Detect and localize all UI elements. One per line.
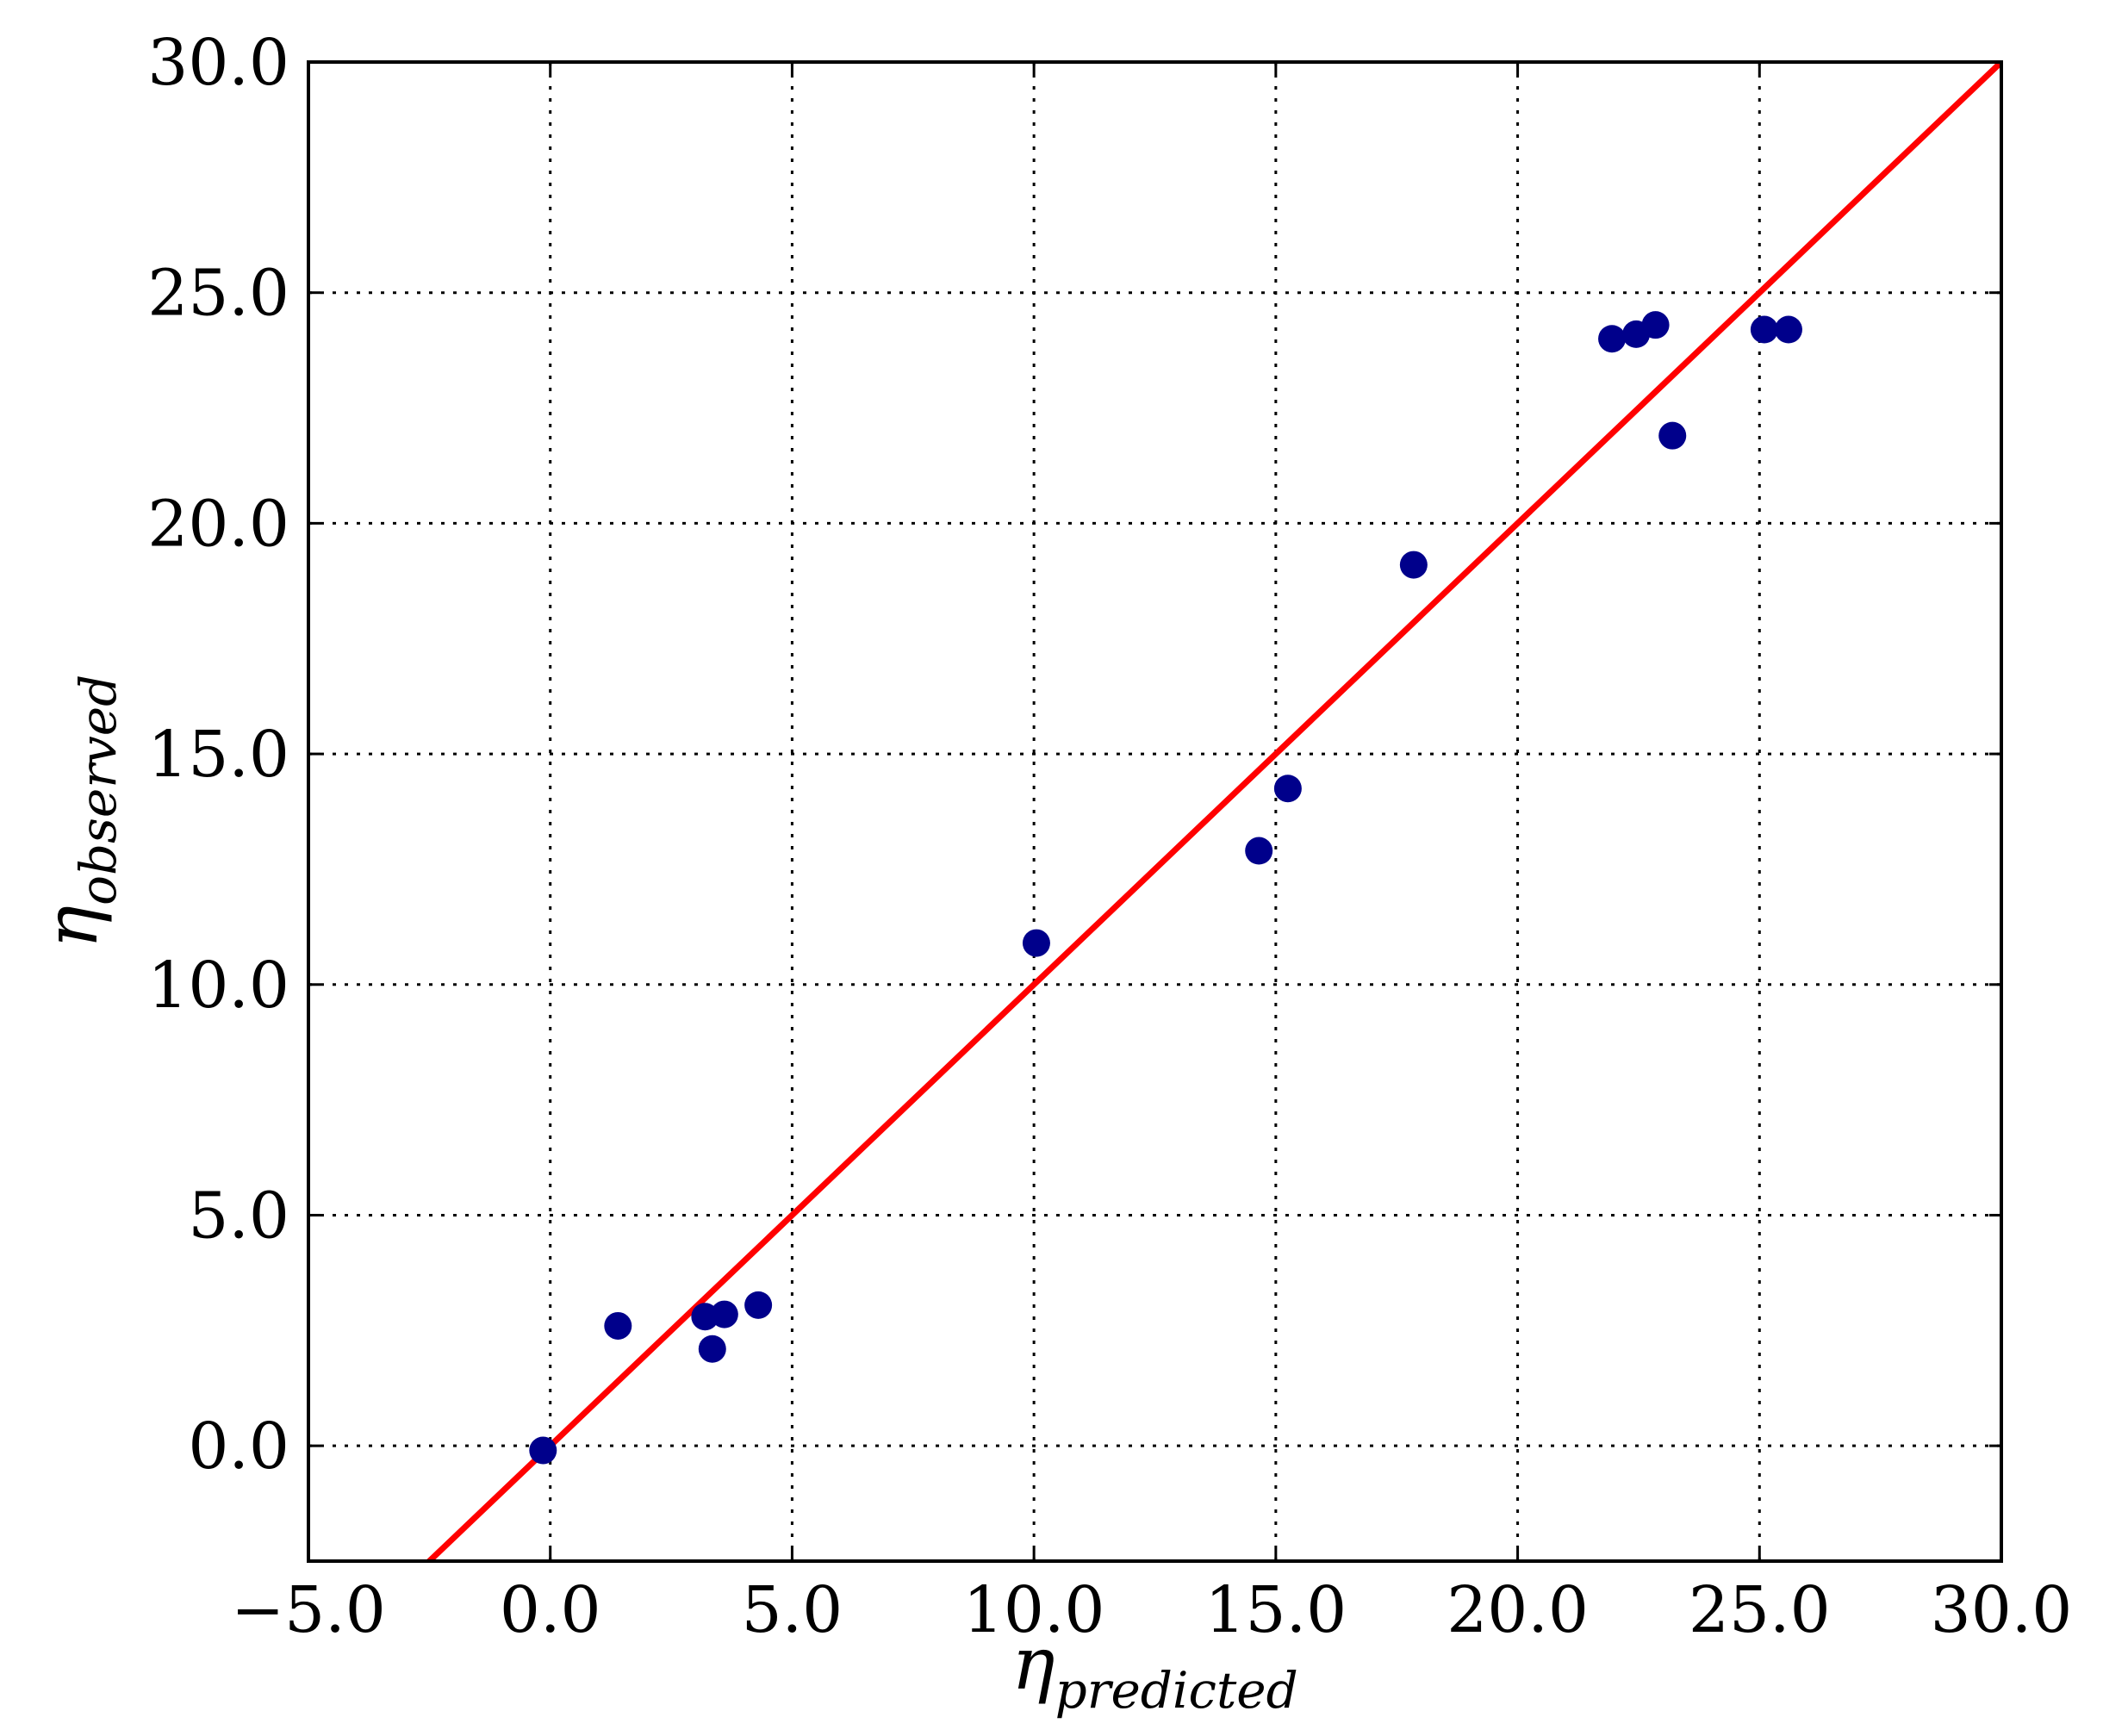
y-axis-label: ηobserved: [29, 675, 128, 949]
x-tick-label: 15.0: [1204, 1573, 1347, 1647]
y-tick-label: 30.0: [147, 26, 289, 100]
plot-area: [425, 62, 2001, 1561]
y-axis-label-subscript: observed: [69, 675, 128, 905]
data-point: [1273, 775, 1302, 803]
fit-line: [425, 62, 2001, 1561]
plot-frame: [307, 60, 2003, 1563]
data-point: [1658, 421, 1687, 450]
data-point: [1774, 315, 1802, 344]
x-tick-label: 20.0: [1447, 1573, 1589, 1647]
x-tick-label: 30.0: [1931, 1573, 2073, 1647]
grid-lines: [307, 60, 2003, 1561]
y-axis-label-symbol: η: [29, 905, 114, 949]
data-point: [1641, 311, 1670, 339]
tick-marks: [307, 60, 2003, 1561]
y-tick-label: 5.0: [188, 1179, 289, 1253]
y-tick-labels: 0.0 5.0 10.0 15.0 20.0 25.0 30.0: [147, 26, 289, 1484]
data-point: [1750, 315, 1778, 344]
data-point: [710, 1300, 738, 1328]
data-point: [1245, 837, 1273, 865]
x-tick-label: 5.0: [742, 1573, 843, 1647]
data-point: [529, 1436, 557, 1465]
data-point: [1399, 551, 1428, 579]
x-axis-label: ηpredicted: [1011, 1621, 1297, 1720]
x-tick-labels: −5.0 0.0 5.0 10.0 15.0 20.0 25.0 30.0: [231, 1573, 2072, 1647]
data-point: [604, 1311, 632, 1340]
x-tick-label: −5.0: [231, 1573, 386, 1647]
x-axis-label-subscript: predicted: [1055, 1661, 1298, 1720]
y-tick-label: 25.0: [147, 257, 289, 331]
y-tick-label: 15.0: [147, 718, 289, 792]
x-tick-label: 10.0: [963, 1573, 1105, 1647]
x-tick-label: 25.0: [1689, 1573, 1831, 1647]
y-tick-label: 20.0: [147, 487, 289, 561]
data-point: [1022, 929, 1050, 957]
x-axis-label-symbol: η: [1011, 1621, 1055, 1706]
x-tick-label: 0.0: [500, 1573, 601, 1647]
data-point: [744, 1291, 773, 1319]
data-point: [698, 1335, 726, 1363]
y-tick-label: 0.0: [188, 1409, 289, 1484]
data-point: [1598, 325, 1627, 353]
y-tick-label: 10.0: [147, 949, 289, 1023]
